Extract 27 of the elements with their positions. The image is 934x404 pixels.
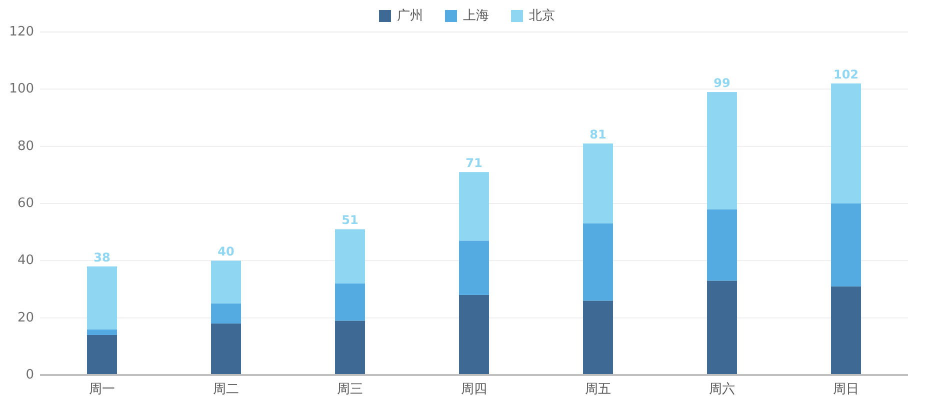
total: 51 [342, 213, 358, 228]
legend-item: 北京 [511, 8, 555, 24]
ytick: 120 [9, 24, 34, 40]
ytick: 20 [17, 310, 34, 326]
xtick: 周一 [89, 382, 115, 397]
legend-label: 北京 [529, 8, 555, 24]
ytick: 40 [17, 253, 34, 268]
legend-label: 上海 [463, 8, 489, 24]
legend-item: 上海 [445, 8, 489, 24]
total: 81 [590, 127, 606, 142]
xtick: 周六 [709, 382, 735, 397]
legend-item: 广州 [379, 8, 423, 24]
ytick: 0 [26, 368, 34, 382]
legend-label: 广州 [397, 8, 423, 24]
ytick: 60 [17, 196, 34, 211]
xtick: 周二 [213, 382, 239, 397]
total: 99 [714, 76, 730, 90]
xtick: 周五 [585, 382, 611, 397]
xtick: 周日 [833, 382, 859, 397]
total: 40 [218, 244, 234, 259]
ytick: 80 [17, 138, 34, 154]
total: 38 [94, 250, 110, 264]
xtick: 周四 [461, 382, 487, 397]
xtick: 周三 [337, 382, 363, 397]
total: 71 [466, 156, 482, 170]
total: 102 [833, 67, 859, 82]
ytick: 100 [9, 82, 34, 97]
